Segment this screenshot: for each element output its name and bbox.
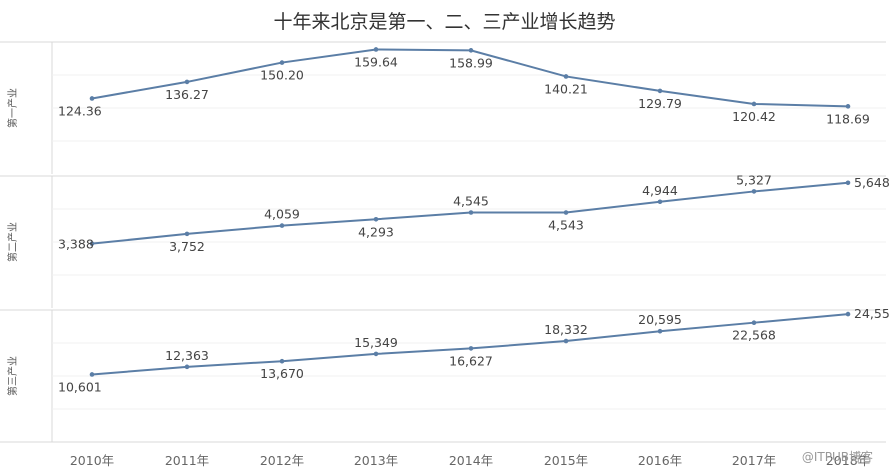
data-label: 12,363: [165, 348, 209, 363]
data-label: 15,349: [354, 335, 398, 350]
x-tick-label: 2015年: [544, 453, 588, 468]
watermark: @ITPUB博客: [801, 450, 873, 464]
x-tick-label: 2011年: [165, 453, 209, 468]
data-label: 24,554: [854, 306, 889, 321]
data-point: [845, 180, 851, 186]
data-label: 3,752: [169, 239, 205, 254]
data-label: 4,059: [264, 207, 300, 222]
data-point: [184, 364, 190, 370]
data-point: [563, 74, 569, 79]
data-point: [468, 346, 474, 351]
data-label: 4,293: [358, 224, 394, 239]
data-label: 4,944: [642, 183, 678, 198]
data-point: [184, 79, 190, 85]
data-label: 136.27: [165, 87, 209, 102]
series-label: 第三产业: [6, 356, 19, 396]
data-label: 22,568: [732, 328, 776, 343]
data-point: [657, 199, 663, 205]
data-point: [279, 60, 285, 65]
data-point: [89, 372, 95, 377]
x-tick-label: 2012年: [260, 453, 304, 468]
data-point: [751, 101, 757, 107]
chart-title: 十年来北京是第一、二、三产业增长趋势: [273, 11, 616, 33]
data-point: [845, 104, 851, 109]
data-point: [373, 216, 379, 222]
data-label: 120.42: [732, 109, 776, 124]
data-label: 18,332: [544, 322, 588, 337]
data-label: 5,327: [736, 172, 772, 187]
data-point: [373, 47, 379, 52]
data-point: [184, 231, 190, 237]
x-tick-label: 2014年: [449, 453, 493, 468]
data-label: 118.69: [826, 111, 870, 126]
data-point: [468, 210, 474, 215]
x-tick-label: 2018年: [826, 453, 870, 468]
data-point: [657, 88, 663, 94]
data-label: 10,601: [58, 379, 102, 394]
data-label: 159.64: [354, 54, 398, 69]
data-label: 13,670: [260, 366, 304, 381]
data-label: 4,543: [548, 218, 584, 233]
data-point: [657, 328, 663, 334]
data-point: [845, 311, 851, 317]
data-point: [89, 96, 95, 101]
data-point: [279, 358, 285, 364]
x-tick-label: 2013年: [354, 453, 398, 468]
data-label: 3,388: [58, 237, 94, 252]
x-tick-label: 2010年: [70, 453, 114, 468]
data-label: 4,545: [453, 194, 489, 209]
x-tick-label: 2017年: [732, 453, 776, 468]
data-point: [563, 210, 569, 215]
data-label: 16,627: [449, 353, 493, 368]
series-label: 第二产业: [6, 222, 19, 262]
data-label: 5,648: [854, 175, 889, 190]
data-label: 124.36: [58, 103, 102, 118]
data-point: [563, 338, 569, 344]
data-label: 129.79: [638, 96, 682, 111]
data-point: [751, 320, 757, 325]
data-point: [468, 48, 474, 53]
data-label: 158.99: [449, 55, 493, 70]
data-label: 20,595: [638, 312, 682, 327]
x-tick-label: 2016年: [638, 453, 682, 468]
series-label: 第一产业: [6, 88, 19, 128]
data-label: 140.21: [544, 81, 588, 96]
data-point: [89, 241, 95, 246]
data-label: 150.20: [260, 68, 304, 83]
data-point: [279, 223, 285, 228]
data-point: [751, 189, 757, 194]
data-point: [373, 351, 379, 357]
